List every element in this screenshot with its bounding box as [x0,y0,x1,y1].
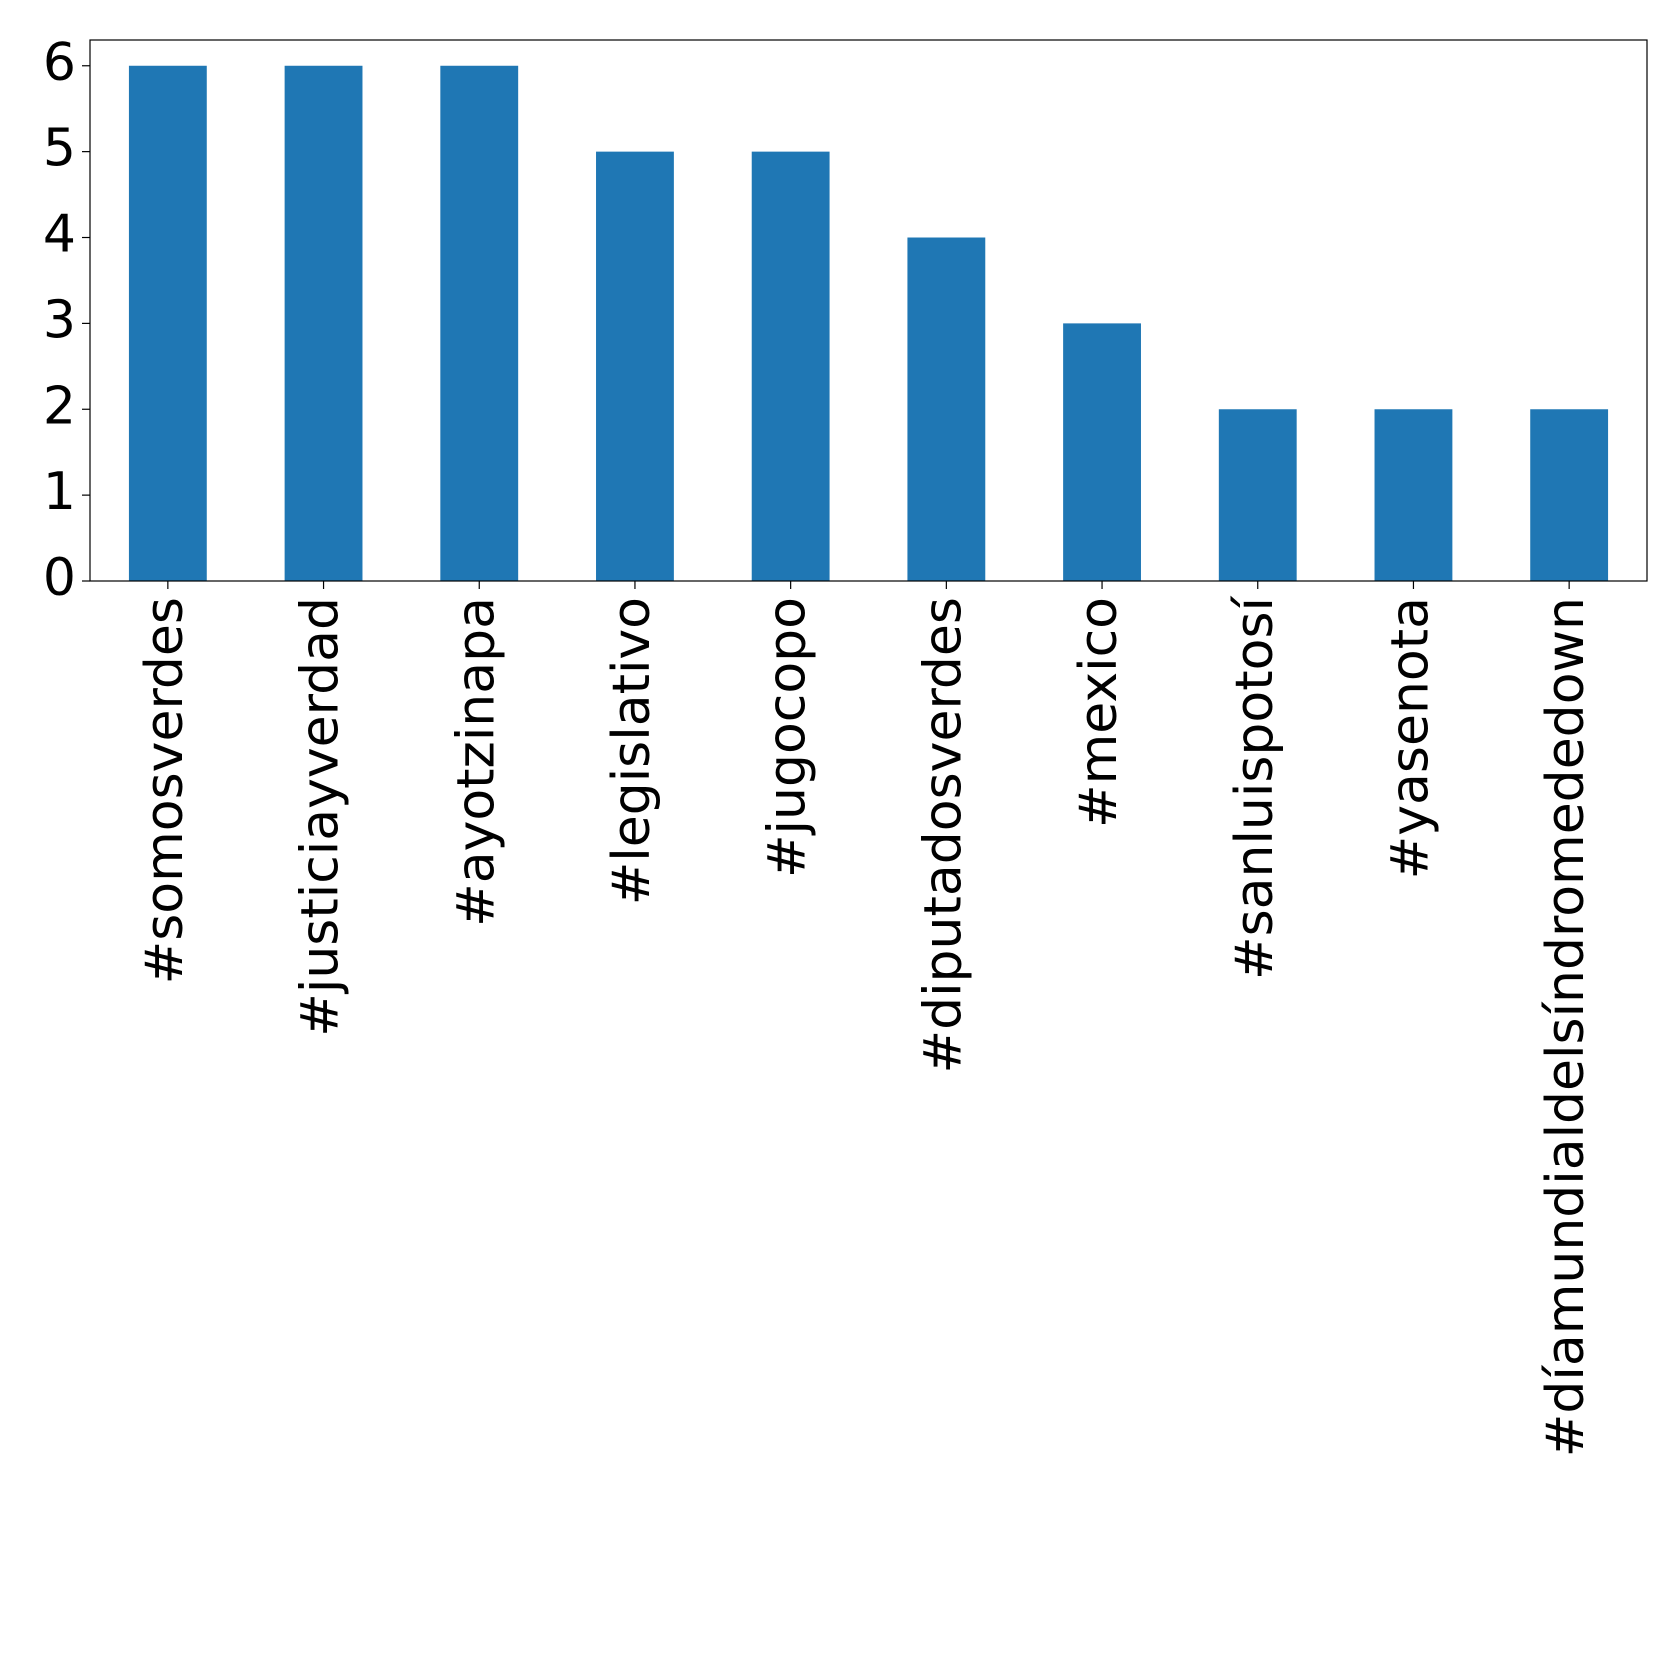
y-tick-label: 6 [43,33,76,93]
bar [1218,409,1297,581]
bar [284,65,363,581]
bar [907,237,986,581]
x-tick-label: #diputadosverdes [913,597,973,1073]
y-tick-label: 2 [43,376,76,436]
y-tick-label: 3 [43,290,76,350]
x-tick-label: #díamundialdelsíndromededown [1536,597,1596,1457]
x-tick-label: #justiciayverdad [291,597,351,1037]
x-tick-label: #legislativo [602,597,662,905]
x-tick-label: #jugocopo [758,597,818,878]
bar [1063,323,1141,581]
bar [751,151,830,581]
bar [1374,409,1453,581]
x-tick-label: #mexico [1069,597,1129,828]
bar [440,65,519,581]
x-tick-label: #ayotzinapa [446,597,506,927]
y-tick-label: 0 [43,548,76,608]
bar [1530,409,1609,581]
x-tick-label: #sanluispotosí [1225,595,1285,980]
bar [596,151,674,581]
x-tick-label: #somosverdes [135,597,195,984]
y-tick-label: 4 [43,205,76,265]
x-tick-label: #yasenota [1380,597,1440,879]
bar [128,65,207,581]
y-tick-label: 5 [43,119,76,179]
plot-frame [89,39,1648,582]
y-tick-label: 1 [43,462,76,522]
